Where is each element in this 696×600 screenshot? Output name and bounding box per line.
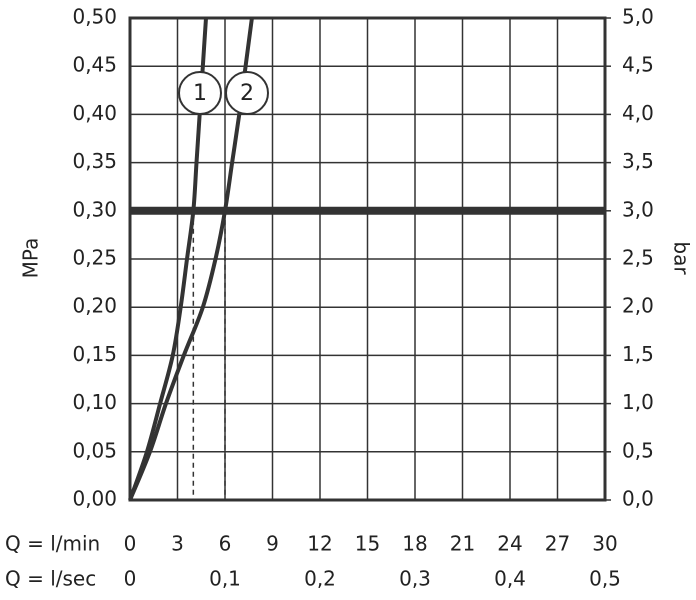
y2-tick-label: 0,5 <box>622 438 654 462</box>
y-tick-label: 0,40 <box>72 101 117 125</box>
y2-tick-label: 4,0 <box>622 101 654 125</box>
x-tick-label: 6 <box>219 532 232 556</box>
y2-tick-label: 3,5 <box>622 149 654 173</box>
y2-tick-label: 5,0 <box>622 5 654 29</box>
series-label-circle <box>178 71 222 115</box>
x2-tick-label: 0,2 <box>304 567 336 591</box>
y-tick-label: 0,30 <box>72 197 117 221</box>
y2-tick-label: 4,5 <box>622 53 654 77</box>
y2-tick-label: 3,0 <box>622 197 654 221</box>
y-tick-label: 0,35 <box>72 149 117 173</box>
x-tick-label: 3 <box>171 532 184 556</box>
x-tick-label: 21 <box>450 532 475 556</box>
x2-tick-label: 0,1 <box>209 567 241 591</box>
x-tick-label: 24 <box>497 532 522 556</box>
y2-axis-label: bar <box>670 241 694 275</box>
y-tick-label: 0,00 <box>72 487 117 511</box>
y-tick-label: 0,45 <box>72 53 117 77</box>
x2-axis-label: Q = l/sec <box>5 567 96 591</box>
plot-frame <box>128 16 607 502</box>
y-tick-label: 0,20 <box>72 294 117 318</box>
x-tick-label: 30 <box>592 532 617 556</box>
y2-tick-label: 1,0 <box>622 390 654 414</box>
x-tick-label: 9 <box>266 532 279 556</box>
y-tick-label: 0,05 <box>72 438 117 462</box>
x2-tick-label: 0,5 <box>589 567 621 591</box>
y2-tick-label: 1,5 <box>622 342 654 366</box>
x-tick-label: 0 <box>124 532 137 556</box>
series-label: 1 <box>193 81 207 106</box>
y2-tick-label: 2,0 <box>622 294 654 318</box>
y-tick-label: 0,15 <box>72 342 117 366</box>
x2-tick-label: 0,3 <box>399 567 431 591</box>
x2-tick-label: 0 <box>124 567 137 591</box>
y-tick-label: 0,10 <box>72 390 117 414</box>
x-tick-label: 15 <box>355 532 380 556</box>
y-axis-label: MPa <box>19 238 43 279</box>
series-label: 2 <box>240 81 254 106</box>
x-tick-label: 12 <box>307 532 332 556</box>
series-label-circle <box>225 71 269 115</box>
y2-tick-label: 2,5 <box>622 246 654 270</box>
y-tick-label: 0,50 <box>72 5 117 29</box>
x-tick-label: 27 <box>545 532 570 556</box>
x-tick-label: 18 <box>402 532 427 556</box>
x-axis-label: Q = l/min <box>5 532 100 556</box>
y-tick-label: 0,25 <box>72 246 117 270</box>
x2-tick-label: 0,4 <box>494 567 526 591</box>
y2-tick-label: 0,0 <box>622 487 654 511</box>
